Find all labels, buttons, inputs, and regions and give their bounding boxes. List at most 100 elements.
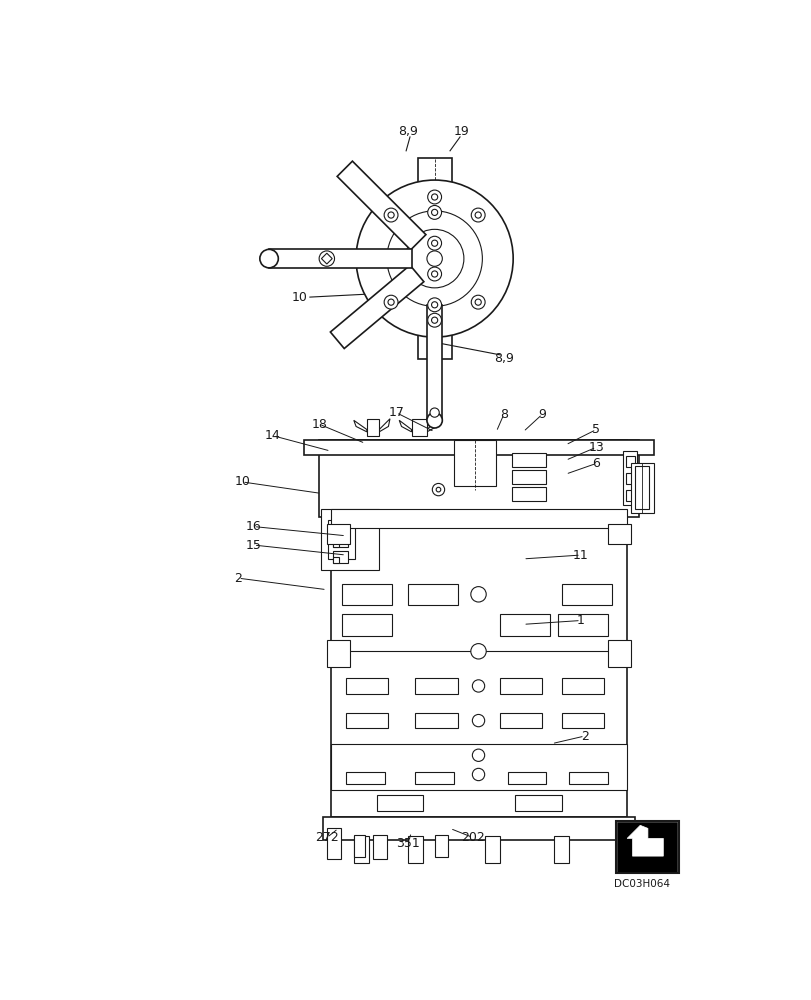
Bar (407, 584, 457, 605)
Bar (330, 744, 626, 790)
Bar (341, 584, 392, 605)
Polygon shape (354, 420, 367, 432)
Text: 5: 5 (591, 423, 599, 436)
Bar (354, 836, 369, 863)
Bar (511, 453, 546, 467)
Polygon shape (321, 253, 332, 264)
Bar (427, 305, 442, 420)
Bar (330, 440, 626, 817)
Bar (557, 614, 607, 636)
Bar (367, 419, 379, 436)
Text: DC03H064: DC03H064 (613, 879, 669, 889)
Circle shape (405, 229, 463, 288)
Bar (500, 748, 542, 763)
Bar (345, 678, 388, 694)
Circle shape (472, 768, 484, 781)
Bar (341, 614, 392, 636)
Circle shape (436, 487, 440, 492)
Circle shape (319, 251, 334, 266)
Text: 2: 2 (234, 572, 242, 585)
Text: 13: 13 (588, 441, 603, 454)
Text: 8,9: 8,9 (493, 352, 513, 365)
Polygon shape (399, 420, 411, 432)
Polygon shape (427, 419, 438, 432)
Text: 272: 272 (315, 831, 338, 844)
Bar (323, 817, 634, 840)
Text: 9: 9 (538, 408, 546, 421)
Bar (417, 158, 451, 359)
Bar (561, 713, 603, 728)
Circle shape (427, 313, 441, 327)
Text: 351: 351 (395, 837, 419, 850)
Bar (333, 557, 339, 563)
Bar (500, 614, 550, 636)
Text: 10: 10 (292, 291, 307, 304)
Circle shape (386, 211, 482, 306)
Circle shape (427, 190, 441, 204)
Circle shape (472, 680, 484, 692)
Bar (561, 678, 603, 694)
Circle shape (431, 194, 437, 200)
Bar (624, 456, 634, 467)
Bar (319, 440, 638, 517)
Circle shape (427, 236, 441, 250)
Circle shape (430, 408, 439, 417)
Circle shape (427, 298, 441, 312)
Circle shape (470, 644, 486, 659)
Circle shape (431, 271, 437, 277)
Bar (616, 822, 676, 872)
Circle shape (474, 299, 481, 305)
Text: 2: 2 (580, 730, 588, 742)
Text: 202: 202 (461, 831, 484, 844)
Bar (634, 466, 648, 509)
Bar (434, 835, 448, 857)
Bar (500, 713, 542, 728)
Bar (326, 828, 341, 859)
Polygon shape (330, 265, 423, 349)
Circle shape (431, 240, 437, 246)
Bar (484, 836, 500, 863)
Circle shape (388, 299, 393, 305)
Text: 8,9: 8,9 (397, 125, 417, 138)
Circle shape (427, 413, 442, 428)
Circle shape (427, 251, 442, 266)
Polygon shape (379, 419, 389, 432)
Bar (345, 772, 384, 784)
Text: 15: 15 (246, 539, 261, 552)
Text: 11: 11 (573, 549, 588, 562)
Circle shape (388, 212, 393, 218)
Text: 10: 10 (234, 475, 250, 488)
Bar (415, 713, 457, 728)
Polygon shape (626, 825, 663, 856)
Bar (511, 487, 546, 501)
Bar (607, 524, 630, 544)
Text: 17: 17 (388, 406, 404, 419)
Bar (415, 678, 457, 694)
Circle shape (474, 212, 481, 218)
Circle shape (431, 483, 444, 496)
Bar (327, 520, 354, 559)
Bar (321, 509, 379, 570)
Text: 1: 1 (577, 614, 584, 627)
Bar (624, 473, 634, 484)
Bar (624, 490, 634, 501)
Bar (515, 795, 561, 811)
Text: 14: 14 (264, 429, 281, 442)
Circle shape (470, 295, 484, 309)
Bar (411, 419, 427, 436)
Bar (553, 836, 569, 863)
Text: 16: 16 (246, 520, 261, 533)
Bar (569, 772, 607, 784)
Bar (326, 640, 350, 667)
Polygon shape (337, 161, 426, 250)
Bar (615, 821, 678, 873)
Bar (330, 509, 626, 528)
Circle shape (356, 180, 513, 337)
Bar (326, 524, 350, 544)
Text: 18: 18 (311, 418, 327, 431)
Bar (500, 678, 542, 694)
Circle shape (427, 205, 441, 219)
Bar (507, 772, 546, 784)
Bar (561, 748, 603, 763)
Circle shape (470, 587, 486, 602)
